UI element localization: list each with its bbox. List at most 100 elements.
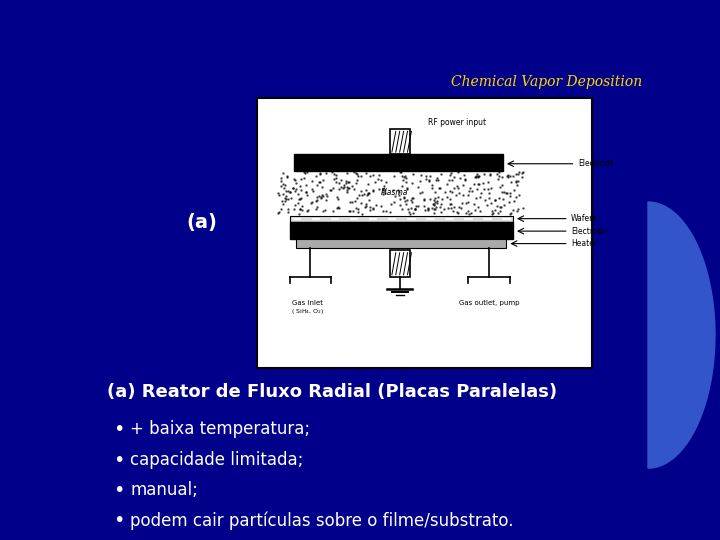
Point <box>505 209 516 218</box>
Point <box>510 193 522 201</box>
Point <box>312 196 323 205</box>
Text: •: • <box>114 481 125 500</box>
Point <box>497 188 508 197</box>
Point <box>505 210 516 218</box>
Point <box>377 207 389 215</box>
Point <box>358 190 369 199</box>
Point <box>463 210 474 218</box>
Point <box>436 170 447 178</box>
Point <box>516 169 528 178</box>
Point <box>289 200 301 209</box>
Point <box>472 173 483 182</box>
Point <box>485 170 496 179</box>
Point <box>478 170 490 178</box>
Point <box>351 176 363 184</box>
Point <box>343 178 355 187</box>
Point <box>316 183 328 192</box>
Point <box>273 208 284 217</box>
Point <box>495 202 506 211</box>
Point <box>433 176 444 184</box>
Point <box>428 208 440 217</box>
Point <box>454 174 466 183</box>
Point <box>495 206 506 215</box>
Point <box>281 192 292 200</box>
Point <box>454 202 465 211</box>
Point <box>457 191 469 199</box>
Point <box>513 168 525 177</box>
Point <box>343 206 355 215</box>
Point <box>429 194 441 202</box>
Point <box>503 198 515 207</box>
Point <box>438 205 449 213</box>
Point <box>402 196 413 205</box>
Point <box>505 192 516 201</box>
Point <box>369 178 380 187</box>
Point <box>408 208 419 217</box>
Point <box>428 199 439 208</box>
Point <box>449 202 460 211</box>
Point <box>326 167 338 176</box>
Point <box>422 205 433 214</box>
Point <box>508 197 520 205</box>
Point <box>424 172 436 180</box>
Bar <box>297 239 506 248</box>
Point <box>489 206 500 214</box>
Text: capacidade limitada;: capacidade limitada; <box>130 451 304 469</box>
Point <box>413 183 424 191</box>
Point <box>472 170 483 178</box>
Point <box>364 171 376 180</box>
Point <box>315 170 326 178</box>
Point <box>295 175 307 184</box>
Point <box>355 186 366 195</box>
Point <box>449 184 460 192</box>
Point <box>291 185 302 193</box>
Point <box>292 198 304 207</box>
Point <box>375 201 387 210</box>
Point <box>408 170 419 179</box>
Point <box>350 178 361 187</box>
Point <box>318 192 329 200</box>
Point <box>284 187 295 196</box>
Point <box>342 177 354 186</box>
Point <box>429 205 441 213</box>
Point <box>452 167 464 176</box>
Point <box>423 176 435 185</box>
Point <box>393 191 405 199</box>
Point <box>498 188 510 197</box>
Point <box>401 184 413 193</box>
Point <box>379 181 390 190</box>
Point <box>400 174 412 183</box>
Point <box>325 185 336 194</box>
Point <box>301 191 312 199</box>
Point <box>496 173 508 181</box>
Point <box>348 185 360 194</box>
Point <box>429 187 441 196</box>
Point <box>424 195 436 204</box>
Point <box>447 206 459 215</box>
Point <box>435 207 446 216</box>
Point <box>333 203 345 212</box>
Point <box>387 186 398 194</box>
Point <box>330 178 342 186</box>
Point <box>313 192 325 200</box>
Point <box>331 193 343 201</box>
Point <box>305 199 317 208</box>
Point <box>292 190 304 198</box>
Point <box>492 170 503 178</box>
Point <box>330 174 342 183</box>
Point <box>469 180 480 188</box>
Point <box>400 197 411 205</box>
Point <box>379 188 390 197</box>
Point <box>320 168 332 177</box>
Point <box>344 198 356 207</box>
Point <box>409 205 420 213</box>
Point <box>471 194 482 202</box>
Point <box>341 185 353 194</box>
Point <box>400 178 412 186</box>
Point <box>407 194 418 202</box>
Point <box>282 171 293 180</box>
Point <box>342 184 354 192</box>
Point <box>328 170 340 178</box>
Point <box>452 184 464 192</box>
Point <box>472 202 484 211</box>
